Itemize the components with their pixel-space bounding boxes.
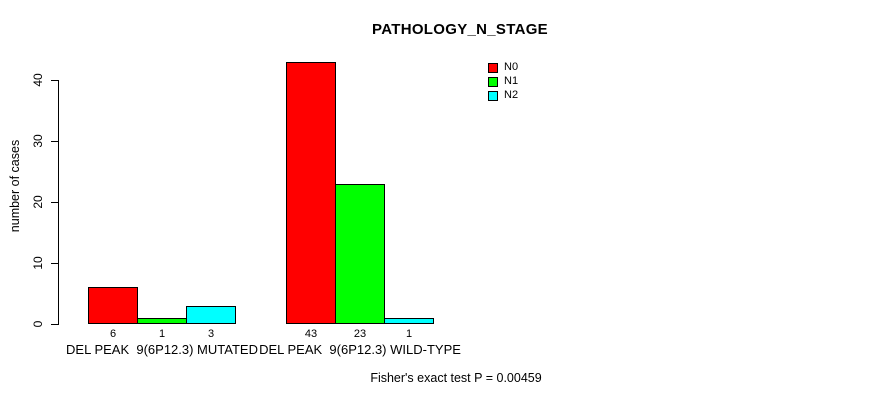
bar-n2 <box>384 318 434 324</box>
bar-value-label: 43 <box>304 328 318 340</box>
y-tick-label: 40 <box>31 73 45 87</box>
bar-value-label: 6 <box>109 328 117 340</box>
bar-value-label: 23 <box>353 328 367 340</box>
bar-n0 <box>286 62 336 324</box>
bar-n0 <box>88 287 138 324</box>
legend-swatch-n1 <box>488 77 498 87</box>
y-tick-mark <box>51 262 58 264</box>
y-tick-mark <box>51 140 58 142</box>
legend-label: N0 <box>504 61 519 73</box>
y-tick-mark <box>51 201 58 203</box>
bar-n1 <box>137 318 187 324</box>
y-axis-line <box>58 80 59 325</box>
y-tick-mark <box>51 79 58 81</box>
category-label: DEL PEAK 9(6P12.3) MUTATED <box>66 342 258 357</box>
legend-label: N2 <box>504 89 519 101</box>
y-tick-label: 10 <box>31 256 45 270</box>
bar-n1 <box>335 184 385 324</box>
legend-label: N1 <box>504 75 519 87</box>
chart-title: PATHOLOGY_N_STAGE <box>372 21 548 38</box>
y-tick-label: 20 <box>31 195 45 209</box>
legend-swatch-n2 <box>488 91 498 101</box>
legend-swatch-n0 <box>488 63 498 73</box>
bar-n2 <box>186 306 236 324</box>
y-tick-mark <box>51 323 58 325</box>
y-tick-label: 30 <box>31 134 45 148</box>
y-tick-label: 0 <box>31 320 45 328</box>
bar-value-label: 1 <box>405 328 413 340</box>
stat-test-label: Fisher's exact test P = 0.00459 <box>370 371 542 385</box>
y-axis-title: number of cases <box>8 139 22 233</box>
bar-value-label: 1 <box>158 328 166 340</box>
bar-value-label: 3 <box>207 328 215 340</box>
category-label: DEL PEAK 9(6P12.3) WILD-TYPE <box>259 342 461 357</box>
